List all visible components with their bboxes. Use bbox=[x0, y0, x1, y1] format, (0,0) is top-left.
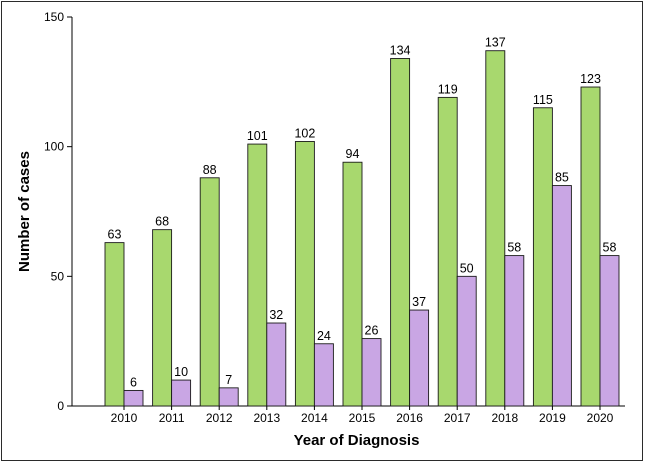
series-2-bar bbox=[409, 309, 430, 407]
series-1-data-label: 88 bbox=[203, 163, 217, 177]
x-tick-label: 2011 bbox=[159, 411, 185, 425]
bars bbox=[104, 50, 620, 407]
x-tick-label: 2020 bbox=[587, 411, 614, 425]
series-1-bar bbox=[485, 50, 506, 407]
series-1-data-label: 137 bbox=[485, 36, 506, 50]
x-tick-label: 2013 bbox=[253, 411, 280, 425]
series-1-data-label: 94 bbox=[346, 147, 360, 161]
series-2-bar bbox=[551, 185, 572, 407]
series-2-data-label: 37 bbox=[412, 295, 426, 309]
series-1-data-label: 68 bbox=[155, 215, 169, 229]
x-tick-label: 2018 bbox=[491, 411, 518, 425]
series-2-data-label: 85 bbox=[555, 171, 569, 185]
y-tick-label: 150 bbox=[44, 10, 64, 24]
series-2-bar bbox=[599, 255, 620, 407]
y-tick-label: 50 bbox=[51, 269, 65, 283]
series-1-data-label: 101 bbox=[247, 129, 268, 143]
series-2-bar bbox=[361, 338, 382, 407]
data-labels: 63 6 68 10 88 7 101 32 102 24 94 26 134 37 119 50 137 58 1… bbox=[108, 36, 617, 390]
series-1-data-label: 119 bbox=[438, 82, 458, 96]
series-2-data-label: 6 bbox=[130, 375, 137, 389]
series-1-bar bbox=[532, 107, 553, 407]
x-tick-label: 2014 bbox=[301, 411, 328, 425]
series-2-data-label: 58 bbox=[603, 241, 617, 255]
series-2-bar bbox=[313, 343, 334, 407]
series-2-bar bbox=[266, 322, 287, 407]
x-tick-label: 2010 bbox=[111, 411, 138, 425]
series-2-bar bbox=[218, 387, 239, 407]
series-2-bar bbox=[456, 275, 477, 407]
series-2-data-label: 58 bbox=[507, 241, 521, 255]
x-tick-label: 2017 bbox=[444, 411, 471, 425]
series-1-data-label: 102 bbox=[294, 126, 315, 140]
x-tick-label: 2012 bbox=[206, 411, 233, 425]
series-1-bar bbox=[247, 143, 268, 407]
series-1-bar bbox=[342, 161, 363, 407]
series-2-data-label: 50 bbox=[460, 261, 474, 275]
series-1-bar bbox=[104, 242, 125, 407]
y-ticks: 0 50 100 150 bbox=[44, 10, 72, 413]
series-1-data-label: 123 bbox=[580, 72, 601, 86]
x-tick-label: 2016 bbox=[396, 411, 423, 425]
series-1-data-label: 115 bbox=[533, 93, 553, 107]
series-2-data-label: 10 bbox=[174, 365, 188, 379]
series-1-bar bbox=[199, 177, 220, 407]
y-tick-label: 0 bbox=[57, 399, 64, 413]
series-1-data-label: 63 bbox=[108, 228, 122, 242]
series-2-data-label: 32 bbox=[269, 308, 283, 322]
x-axis-title: Year of Diagnosis bbox=[294, 432, 420, 449]
series-2-data-label: 7 bbox=[225, 373, 232, 387]
series-1-bar bbox=[152, 229, 173, 407]
y-axis-title: Number of cases bbox=[16, 151, 33, 272]
series-1-bar bbox=[390, 58, 411, 407]
y-tick-label: 100 bbox=[44, 140, 64, 154]
x-tick-label: 2019 bbox=[539, 411, 566, 425]
series-1-bar bbox=[294, 141, 315, 407]
series-1-bar bbox=[437, 96, 458, 407]
series-2-bar bbox=[504, 255, 525, 407]
x-tick-label: 2015 bbox=[349, 411, 376, 425]
series-2-bar bbox=[171, 379, 192, 407]
series-1-bar bbox=[580, 86, 601, 407]
series-2-data-label: 26 bbox=[365, 324, 379, 338]
series-1-data-label: 134 bbox=[390, 43, 411, 57]
series-2-bar bbox=[123, 389, 144, 407]
x-ticks: 2010 2011 2012 2013 2014 2015 2016 2017 2018 2019… bbox=[111, 406, 614, 425]
series-2-data-label: 24 bbox=[317, 329, 331, 343]
